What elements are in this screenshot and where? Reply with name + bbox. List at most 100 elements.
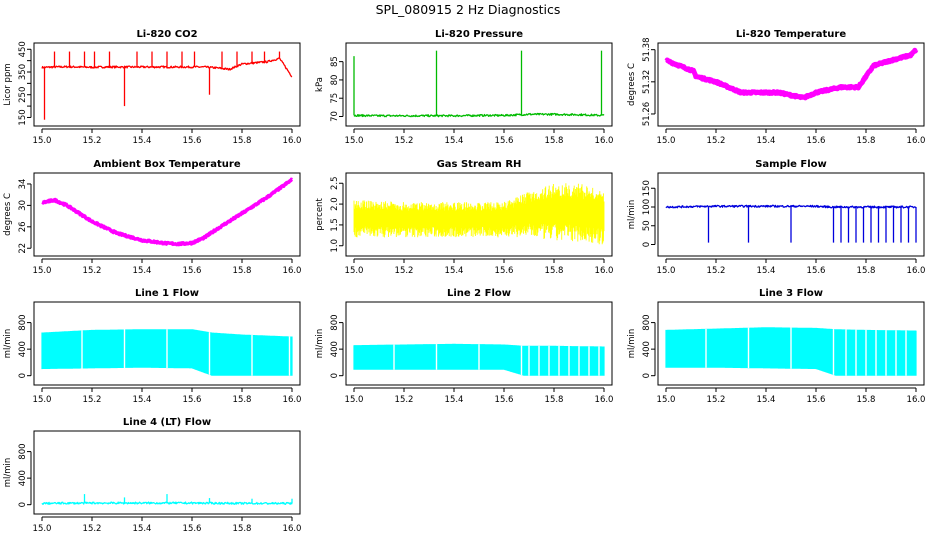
y-axis: 1.0 1.5 2.0 2.5 percent xyxy=(315,176,344,253)
x-tick-label: 15.8 xyxy=(857,395,876,405)
y-axis: 22 26 30 34 degrees C xyxy=(3,179,32,254)
data-series xyxy=(353,183,605,245)
x-tick-label: 15.8 xyxy=(857,136,876,146)
panel-title: Line 2 Flow xyxy=(447,288,511,299)
panel-3: Li-820 Temperature 15.0 15.2 15.4 15.6 15.8 16… xyxy=(627,29,925,146)
x-tick-label: 15.4 xyxy=(133,524,152,534)
x-tick-label: 16.0 xyxy=(283,266,302,276)
plot-frame xyxy=(33,301,301,386)
y-tick-label: 800 xyxy=(642,314,652,330)
y-tick-label: 1.5 xyxy=(330,218,340,232)
x-tick-label: 15.0 xyxy=(33,266,52,276)
series-marks xyxy=(40,177,294,247)
y-tick-label: 50 xyxy=(642,220,652,231)
x-tick-label: 15.6 xyxy=(183,524,202,534)
x-tick-label: 15.0 xyxy=(33,524,52,534)
y-tick-label: 1.0 xyxy=(330,239,340,253)
panel-7: Line 1 Flow 15.0 15.2 15.4 15.6 15.8 16.0 0 400 8… xyxy=(3,288,301,405)
panel-title: Line 3 Flow xyxy=(759,288,823,299)
y-axis-label: kPa xyxy=(315,77,325,92)
y-tick-label: 400 xyxy=(18,341,28,357)
plot-frame xyxy=(345,42,613,127)
plot-frame xyxy=(345,172,613,257)
y-tick-label: 400 xyxy=(18,470,28,486)
x-axis: 15.0 15.2 15.4 15.6 15.8 16.0 xyxy=(657,387,926,405)
y-tick-label: 800 xyxy=(18,314,28,330)
y-axis: 0 400 800 ml/min xyxy=(3,314,32,378)
data-series xyxy=(40,177,294,247)
x-tick-label: 16.0 xyxy=(283,136,302,146)
y-tick-label: 70 xyxy=(330,111,340,122)
x-tick-label: 15.8 xyxy=(233,136,252,146)
x-tick-label: 16.0 xyxy=(907,395,926,405)
x-tick-label: 15.8 xyxy=(233,524,252,534)
y-tick-label: 0 xyxy=(18,502,28,507)
x-tick-label: 15.6 xyxy=(495,136,514,146)
y-axis: 0 50 100 150 ml/min xyxy=(627,180,656,247)
x-tick-label: 15.4 xyxy=(133,266,152,276)
x-tick-label: 15.2 xyxy=(395,395,414,405)
x-tick-label: 15.2 xyxy=(395,266,414,276)
x-tick-label: 15.8 xyxy=(545,136,564,146)
panel-2: Li-820 Pressure 15.0 15.2 15.4 15.6 15.8 16.0 7… xyxy=(315,29,613,146)
x-tick-label: 15.4 xyxy=(757,136,776,146)
panel-title: Ambient Box Temperature xyxy=(93,159,240,170)
y-tick-label: 30 xyxy=(18,200,28,211)
panel-title: Li-820 Temperature xyxy=(736,29,846,40)
y-tick-label: 75 xyxy=(330,93,340,104)
plot-frame xyxy=(657,301,925,386)
x-tick-label: 16.0 xyxy=(907,266,926,276)
x-tick-label: 15.8 xyxy=(233,395,252,405)
y-tick-label: 51.38 xyxy=(642,38,652,62)
panel-title: Li-820 Pressure xyxy=(435,29,523,40)
x-axis: 15.0 15.2 15.4 15.6 15.8 16.0 xyxy=(33,516,301,534)
series-marks xyxy=(41,494,293,505)
x-tick-label: 15.6 xyxy=(807,395,826,405)
x-tick-label: 15.2 xyxy=(83,395,102,405)
y-axis-label: ml/min xyxy=(3,329,13,359)
y-tick-label: 150 xyxy=(642,180,652,196)
panel-1: Li-820 CO2 15.0 15.2 15.4 15.6 15.8 16.0 150 250… xyxy=(3,29,301,146)
y-tick-label: 400 xyxy=(642,341,652,357)
y-tick-label: 22 xyxy=(18,243,28,254)
plot-frame xyxy=(33,42,301,127)
y-axis: 150 250 350 450 Licor ppm xyxy=(3,41,32,126)
series-marks xyxy=(41,51,293,120)
x-tick-label: 15.4 xyxy=(445,266,464,276)
y-tick-label: 51.26 xyxy=(642,102,652,126)
panel-10: Line 4 (LT) Flow 15.0 15.2 15.4 15.6 15.8 16.0… xyxy=(3,417,301,534)
y-axis-label: percent xyxy=(315,198,325,231)
data-series xyxy=(41,501,293,505)
y-tick-label: 80 xyxy=(330,75,340,86)
series-marks xyxy=(353,183,605,245)
y-tick-label: 0 xyxy=(642,242,652,247)
x-tick-label: 15.6 xyxy=(807,266,826,276)
data-series xyxy=(41,57,293,78)
data-series xyxy=(665,204,917,209)
y-axis-label: Licor ppm xyxy=(3,63,13,105)
y-axis: 0 400 800 ml/min xyxy=(3,443,32,507)
y-tick-label: 100 xyxy=(642,199,652,215)
series-marks xyxy=(665,204,917,243)
x-axis: 15.0 15.2 15.4 15.6 15.8 16.0 xyxy=(345,387,613,405)
y-tick-label: 26 xyxy=(18,221,28,232)
data-series xyxy=(353,112,605,118)
y-axis-label: ml/min xyxy=(627,329,637,359)
y-tick-label: 0 xyxy=(18,373,28,378)
x-tick-label: 15.2 xyxy=(83,524,102,534)
x-tick-label: 16.0 xyxy=(283,395,302,405)
x-axis: 15.0 15.2 15.4 15.6 15.8 16.0 xyxy=(345,128,614,146)
y-tick-label: 2.5 xyxy=(330,176,340,190)
y-axis-label: ml/min xyxy=(627,200,637,230)
y-tick-label: 450 xyxy=(18,41,28,57)
x-tick-label: 16.0 xyxy=(907,136,926,146)
y-tick-label: 350 xyxy=(18,64,28,80)
y-tick-label: 400 xyxy=(330,341,340,357)
x-axis: 15.0 15.2 15.4 15.6 15.8 16.0 xyxy=(33,128,302,146)
x-tick-label: 15.0 xyxy=(657,395,676,405)
x-tick-label: 15.0 xyxy=(33,395,52,405)
x-tick-label: 15.2 xyxy=(707,266,726,276)
panel-6: Sample Flow 15.0 15.2 15.4 15.6 15.8 16.0 0 50 10… xyxy=(627,159,925,276)
panel-title: Gas Stream RH xyxy=(437,159,522,170)
x-tick-label: 16.0 xyxy=(595,136,614,146)
